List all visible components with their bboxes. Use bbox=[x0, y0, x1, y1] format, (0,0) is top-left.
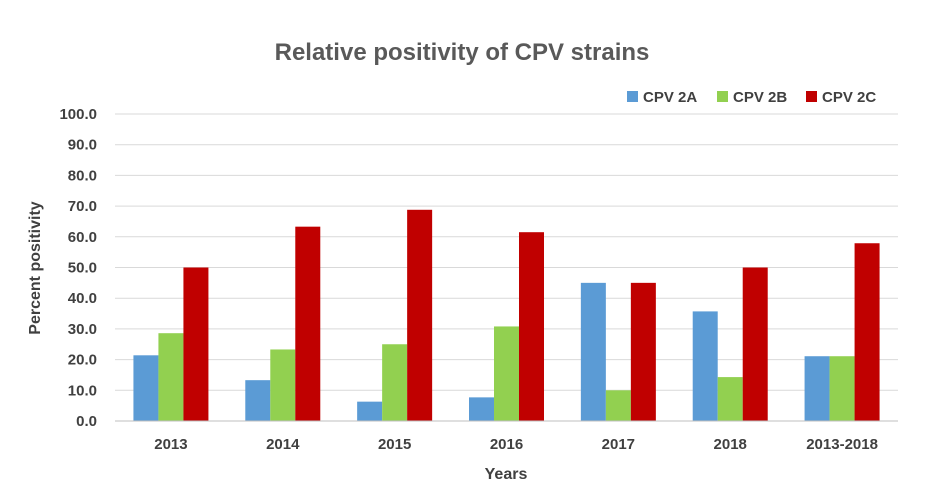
bar-cpv-2a-2013-2018 bbox=[804, 356, 830, 421]
bar-cpv-2c-2016 bbox=[519, 232, 544, 421]
bar-cpv-2b-2014 bbox=[270, 349, 296, 421]
bar-cpv-2b-2013 bbox=[158, 333, 184, 421]
legend: CPV 2A CPV 2B CPV 2C bbox=[627, 89, 876, 106]
x-tick-label: 2013-2018 bbox=[806, 436, 878, 453]
y-tick-label: 90.0 bbox=[68, 137, 97, 154]
legend-swatch bbox=[627, 91, 638, 102]
legend-label: CPV 2C bbox=[822, 89, 876, 106]
x-tick-label: 2016 bbox=[490, 436, 523, 453]
y-axis-label: Percent positivity bbox=[27, 201, 44, 334]
x-tick-label: 2015 bbox=[378, 436, 411, 453]
y-tick-label: 100.0 bbox=[59, 106, 97, 123]
bar-cpv-2b-2015 bbox=[382, 344, 408, 421]
bar-cpv-2a-2013 bbox=[133, 355, 159, 421]
x-tick-label: 2018 bbox=[714, 436, 747, 453]
bar-cpv-2b-2018 bbox=[717, 377, 743, 421]
bar-cpv-2b-2013-2018 bbox=[829, 356, 855, 421]
bars bbox=[133, 209, 880, 421]
bar-cpv-2a-2014 bbox=[245, 380, 271, 421]
legend-label: CPV 2B bbox=[733, 89, 787, 106]
x-axis-ticks: 2013 2014 2015 2016 2017 2018 2013-2018 bbox=[154, 436, 878, 453]
x-axis-label: Years bbox=[485, 466, 528, 483]
bar-cpv-2a-2017 bbox=[580, 282, 606, 421]
y-tick-label: 0.0 bbox=[76, 413, 97, 430]
legend-label: CPV 2A bbox=[643, 89, 697, 106]
y-tick-label: 20.0 bbox=[68, 352, 97, 369]
bar-cpv-2a-2015 bbox=[357, 401, 383, 421]
x-tick-label: 2013 bbox=[154, 436, 187, 453]
bar-cpv-2c-2018 bbox=[742, 267, 768, 421]
bar-cpv-2a-2018 bbox=[692, 311, 718, 421]
chart-title: Relative positivity of CPV strains bbox=[275, 39, 650, 66]
bar-cpv-2c-2013 bbox=[183, 267, 209, 421]
bar-cpv-2a-2016 bbox=[469, 397, 494, 421]
y-tick-label: 10.0 bbox=[68, 382, 97, 399]
bar-cpv-2c-2014 bbox=[295, 226, 321, 421]
bar-cpv-2c-2013-2018 bbox=[854, 243, 880, 421]
y-tick-label: 50.0 bbox=[68, 260, 97, 277]
legend-swatch bbox=[717, 91, 728, 102]
x-tick-label: 2017 bbox=[602, 436, 635, 453]
y-tick-label: 70.0 bbox=[68, 198, 97, 215]
y-tick-label: 60.0 bbox=[68, 229, 97, 246]
gridlines bbox=[115, 113, 898, 391]
y-tick-label: 80.0 bbox=[68, 167, 97, 184]
x-tick-label: 2014 bbox=[266, 436, 300, 453]
bar-cpv-2c-2015 bbox=[407, 209, 433, 421]
y-tick-label: 40.0 bbox=[68, 290, 97, 307]
bar-cpv-2c-2017 bbox=[630, 282, 656, 421]
legend-swatch bbox=[806, 91, 817, 102]
bar-cpv-2b-2016 bbox=[494, 326, 519, 421]
y-tick-label: 30.0 bbox=[68, 321, 97, 338]
y-axis-ticks: 0.0 10.0 20.0 30.0 40.0 50.0 60.0 70.0 80.0 90.0 1… bbox=[59, 106, 97, 430]
bar-cpv-2b-2017 bbox=[605, 390, 631, 421]
